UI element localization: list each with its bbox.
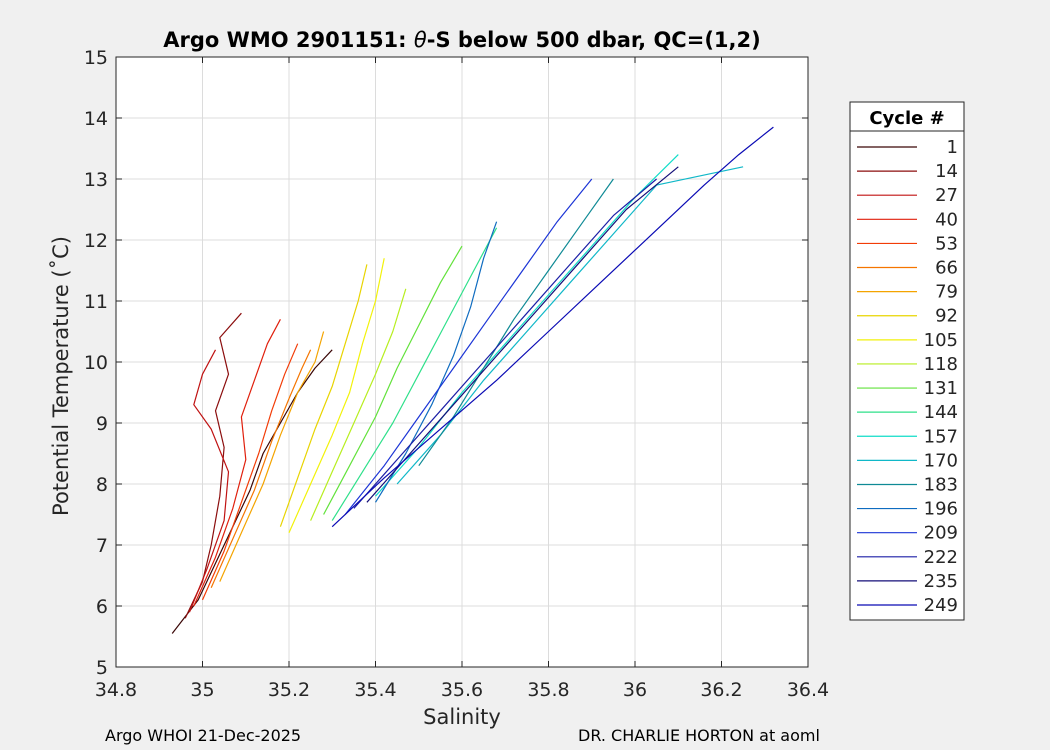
- y-tick-label: 12: [84, 230, 108, 252]
- legend-label-cycle-66: 66: [935, 258, 958, 279]
- series-line-cycle-157: [375, 154, 679, 497]
- series-line-cycle-92: [279, 264, 368, 527]
- legend-label-cycle-1: 1: [947, 137, 958, 158]
- y-axis-label: Potential Temperature (˚C): [49, 236, 73, 516]
- series-line-cycle-40: [193, 319, 281, 607]
- series-line-cycle-118: [310, 288, 407, 521]
- y-tick-label: 6: [96, 596, 108, 618]
- legend-label-cycle-14: 14: [935, 161, 958, 182]
- x-axis-label: Salinity: [423, 705, 501, 729]
- y-tick-label: 15: [84, 47, 108, 69]
- legend-label-cycle-209: 209: [924, 523, 958, 544]
- legend-label-cycle-105: 105: [924, 330, 958, 351]
- series-line-cycle-222: [353, 178, 657, 509]
- x-tick-label: 34.8: [95, 679, 137, 701]
- series-line-cycle-66: [210, 349, 312, 588]
- series-line-cycle-14: [184, 312, 242, 619]
- legend-box: [849, 101, 965, 621]
- legend-label-cycle-131: 131: [924, 378, 958, 399]
- series-line-cycle-1: [171, 349, 333, 634]
- footer-left: Argo WHOI 21-Dec-2025: [105, 726, 302, 745]
- legend: Cycle # 1 14 27 40 53 66 79 92 105 118 131 144 157 17…: [849, 101, 965, 621]
- y-tick-label: 10: [84, 352, 108, 374]
- legend-label-cycle-157: 157: [924, 426, 958, 447]
- series-line-cycle-131: [323, 245, 463, 515]
- legend-label-cycle-170: 170: [924, 450, 958, 471]
- series-line-cycle-27: [188, 349, 230, 613]
- x-tick-label: 35.8: [527, 679, 569, 701]
- footer-right: DR. CHARLIE HORTON at aoml: [578, 726, 820, 745]
- series-line-cycle-53: [201, 343, 299, 601]
- series-line-cycle-144: [331, 227, 498, 521]
- y-tick-label: 8: [96, 474, 108, 496]
- x-tick-label: 35.4: [354, 679, 396, 701]
- y-tick-label: 5: [96, 657, 108, 679]
- legend-label-cycle-92: 92: [935, 306, 958, 327]
- x-tick-label: 36: [623, 679, 647, 701]
- series-line-cycle-249: [331, 126, 774, 528]
- series-line-cycle-209: [344, 178, 593, 515]
- legend-label-cycle-40: 40: [935, 209, 958, 230]
- series-line-cycle-235: [366, 166, 679, 503]
- series-line-cycle-196: [374, 221, 498, 503]
- legend-label-cycle-79: 79: [935, 282, 958, 303]
- legend-label-cycle-183: 183: [924, 474, 958, 495]
- x-tick-label: 36.2: [700, 679, 742, 701]
- grid-lines: [116, 57, 808, 667]
- x-tick-label: 36.4: [787, 679, 829, 701]
- y-tick-label: 11: [84, 291, 108, 313]
- chart-title: Argo WMO 2901151: θ-S below 500 dbar, QC…: [163, 28, 760, 52]
- x-tick-label: 35: [190, 679, 214, 701]
- legend-title: Cycle #: [869, 108, 944, 129]
- legend-label-cycle-196: 196: [924, 499, 958, 520]
- legend-label-cycle-53: 53: [935, 233, 958, 254]
- y-tick-label: 9: [96, 413, 108, 435]
- series-line-cycle-183: [418, 178, 614, 467]
- axis-ticks: 34.8 35 35.2 35.4 35.6 35.8 36 36.2 36.4 5 6 7 8 9 10 1…: [84, 47, 829, 701]
- legend-label-cycle-118: 118: [924, 354, 958, 375]
- series-line-cycle-79: [219, 331, 325, 582]
- x-tick-label: 35.6: [441, 679, 483, 701]
- y-tick-label: 14: [84, 108, 108, 130]
- x-tick-label: 35.2: [268, 679, 310, 701]
- y-tick-label: 7: [96, 535, 108, 557]
- y-tick-label: 13: [84, 169, 108, 191]
- legend-label-cycle-249: 249: [924, 595, 958, 616]
- legend-label-cycle-144: 144: [924, 402, 958, 423]
- legend-label-cycle-235: 235: [924, 571, 958, 592]
- legend-label-cycle-222: 222: [924, 547, 958, 568]
- series-line-cycle-105: [288, 258, 385, 534]
- series-lines: [171, 126, 774, 634]
- legend-label-cycle-27: 27: [935, 185, 958, 206]
